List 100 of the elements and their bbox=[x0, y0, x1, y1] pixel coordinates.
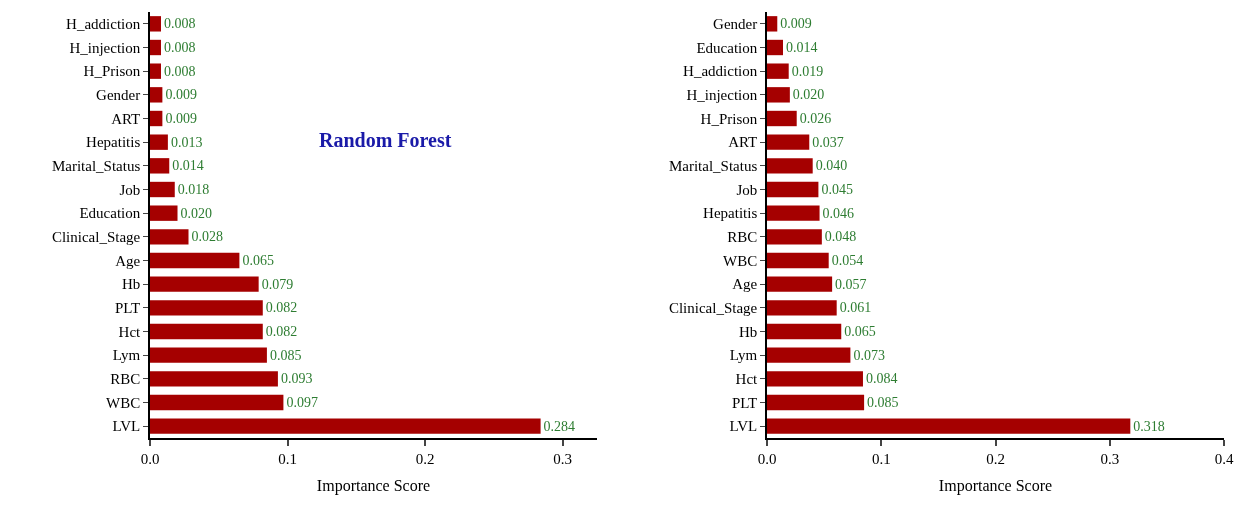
y-tick-label: Marital_Status bbox=[51, 158, 141, 175]
x-tick-label: 0.1 bbox=[278, 450, 297, 467]
data-label: 0.013 bbox=[170, 134, 203, 150]
bar bbox=[150, 418, 541, 434]
data-label: 0.008 bbox=[164, 63, 196, 79]
y-tick-label: Gender bbox=[713, 16, 758, 33]
data-label: 0.097 bbox=[286, 395, 318, 410]
data-label: 0.082 bbox=[265, 300, 298, 316]
data-label: 0.318 bbox=[1133, 418, 1165, 434]
x-tick-label: 0.0 bbox=[757, 450, 777, 467]
data-label: 0.037 bbox=[812, 134, 844, 150]
data-label: 0.020 bbox=[180, 205, 213, 221]
data-label: 0.093 bbox=[280, 371, 313, 387]
data-label: 0.008 bbox=[164, 16, 196, 32]
data-label: 0.073 bbox=[853, 347, 885, 363]
data-label: 0.079 bbox=[261, 276, 294, 292]
data-label: 0.045 bbox=[821, 182, 853, 197]
y-tick-label: Job bbox=[119, 181, 141, 198]
data-label: 0.284 bbox=[543, 418, 576, 434]
y-tick-label: Education bbox=[79, 205, 141, 222]
x-tick-label: 0.0 bbox=[140, 450, 160, 467]
y-tick-label: Hepatitis bbox=[86, 134, 141, 151]
bar bbox=[150, 158, 170, 174]
x-tick-label: 0.2 bbox=[415, 450, 435, 467]
data-label: 0.008 bbox=[164, 40, 196, 55]
y-tick-label: LVL bbox=[112, 418, 141, 435]
bar bbox=[767, 229, 822, 245]
y-tick-label: Clinical_Stage bbox=[668, 300, 758, 317]
bar bbox=[767, 323, 842, 340]
bar bbox=[150, 87, 163, 103]
y-tick-label: PLT bbox=[114, 300, 141, 317]
y-tick-label: ART bbox=[728, 134, 758, 151]
bar bbox=[150, 300, 263, 316]
bar bbox=[150, 205, 178, 221]
bar bbox=[767, 394, 865, 411]
bar bbox=[767, 110, 797, 127]
x-tick-label: 0.3 bbox=[1100, 450, 1120, 467]
y-tick-label: LVL bbox=[729, 418, 758, 435]
x-axis-title: Importance Score bbox=[316, 476, 431, 495]
bar bbox=[767, 87, 790, 103]
y-tick-label: Marital_Status bbox=[668, 158, 758, 175]
data-label: 0.040 bbox=[815, 158, 848, 174]
bar bbox=[150, 181, 175, 198]
data-label: 0.085 bbox=[867, 395, 899, 410]
bar bbox=[150, 134, 168, 150]
data-label: 0.048 bbox=[824, 229, 857, 245]
y-tick-label: Lym bbox=[112, 347, 141, 364]
bar bbox=[150, 16, 161, 32]
bar bbox=[767, 371, 863, 387]
x-tick-label: 0.4 bbox=[1214, 450, 1234, 467]
data-label: 0.028 bbox=[191, 229, 224, 245]
data-label: 0.061 bbox=[839, 300, 872, 316]
data-label: 0.014 bbox=[786, 40, 818, 55]
x-tick-label: 0.1 bbox=[871, 450, 891, 467]
data-label: 0.019 bbox=[791, 63, 824, 79]
x-tick-label: 0.3 bbox=[553, 450, 572, 467]
bar bbox=[150, 323, 263, 340]
data-label: 0.014 bbox=[172, 158, 204, 174]
y-tick-label: H_injection bbox=[69, 39, 141, 56]
bar bbox=[150, 63, 161, 79]
y-tick-label: Hct bbox=[735, 371, 759, 388]
data-label: 0.009 bbox=[780, 16, 812, 32]
x-tick-label: 0.2 bbox=[986, 450, 1005, 467]
y-tick-label: WBC bbox=[106, 394, 141, 411]
y-tick-label: Clinical_Stage bbox=[51, 229, 141, 246]
data-label: 0.065 bbox=[844, 324, 876, 339]
data-label: 0.046 bbox=[822, 205, 855, 221]
bar bbox=[767, 205, 820, 221]
y-tick-label: ART bbox=[111, 110, 141, 127]
bar bbox=[150, 252, 240, 269]
data-label: 0.082 bbox=[265, 324, 298, 339]
bar bbox=[150, 229, 189, 245]
data-label: 0.084 bbox=[865, 371, 898, 387]
y-tick-label: Hepatitis bbox=[703, 205, 758, 222]
data-label: 0.009 bbox=[165, 87, 197, 103]
data-label: 0.026 bbox=[799, 111, 832, 126]
y-tick-label: Hb bbox=[121, 276, 141, 293]
bar bbox=[150, 276, 259, 292]
data-label: 0.020 bbox=[792, 87, 825, 103]
bar bbox=[767, 347, 851, 363]
bar bbox=[150, 371, 278, 387]
y-tick-label: H_injection bbox=[686, 87, 758, 104]
bar bbox=[150, 347, 267, 363]
x-axis-title: Importance Score bbox=[938, 476, 1053, 495]
y-tick-label: Education bbox=[696, 39, 758, 56]
data-label: 0.057 bbox=[835, 276, 867, 292]
bar bbox=[767, 158, 813, 174]
bar bbox=[150, 394, 284, 411]
bar bbox=[767, 134, 810, 150]
y-tick-label: Age bbox=[115, 252, 141, 269]
data-label: 0.065 bbox=[242, 253, 274, 268]
bar bbox=[150, 110, 163, 127]
y-tick-label: H_addiction bbox=[683, 63, 758, 80]
y-tick-label: WBC bbox=[723, 252, 758, 269]
data-label: 0.018 bbox=[177, 182, 210, 197]
y-tick-label: Gender bbox=[96, 87, 141, 104]
y-tick-label: RBC bbox=[727, 229, 758, 246]
bar bbox=[767, 300, 837, 316]
data-label: 0.054 bbox=[831, 253, 864, 268]
bar bbox=[767, 181, 819, 198]
